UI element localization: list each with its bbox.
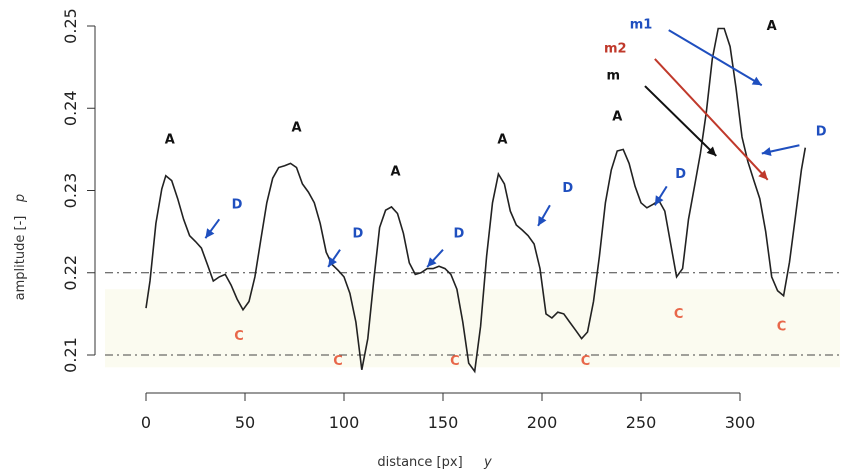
amplitude-series-line — [145, 27, 807, 374]
confidence-band — [105, 289, 840, 368]
annotation-label-A: A — [767, 19, 777, 34]
y-tick-label: 0.22 — [61, 255, 80, 291]
x-tick-label: 250 — [626, 413, 657, 432]
annotation-label-D: D — [232, 198, 243, 213]
x-tick-label: 50 — [235, 413, 255, 432]
annotation-label-C: C — [581, 354, 591, 369]
x-axis: 0 50 100 150 200 250 300 — [141, 392, 756, 432]
annotation-label-m2: m2 — [604, 41, 627, 56]
annotation-arrow — [204, 218, 221, 239]
y-axis-symbol: p — [13, 194, 28, 203]
annotation-label-A: A — [291, 120, 301, 135]
annotation-label-A: A — [497, 133, 507, 148]
annotation-arrow — [644, 85, 717, 157]
annotation-arrows — [204, 29, 800, 268]
x-tick-label: 300 — [725, 413, 756, 432]
annotation-arrow — [654, 58, 769, 181]
y-axis: 0.21 0.22 0.23 0.24 0.25 — [61, 8, 96, 373]
x-axis-symbol: y — [483, 455, 492, 470]
y-tick-label: 0.25 — [61, 8, 80, 44]
x-tick-label: 150 — [428, 413, 459, 432]
annotation-label-D: D — [352, 226, 363, 241]
annotation-arrow — [426, 249, 444, 268]
annotation-label-D: D — [675, 167, 686, 182]
annotation-label-A: A — [165, 133, 175, 148]
x-axis-title: distance [px] — [377, 455, 462, 470]
annotation-arrow — [761, 144, 800, 156]
annotation-label-C: C — [450, 354, 460, 369]
annotation-label-C: C — [234, 329, 244, 344]
x-tick-label: 100 — [329, 413, 360, 432]
y-tick-label: 0.23 — [61, 173, 80, 209]
annotation-label-C: C — [333, 354, 343, 369]
annotation-label-m: m — [607, 68, 621, 83]
x-tick-label: 200 — [527, 413, 558, 432]
annotation-arrow — [327, 249, 341, 268]
annotation-label-D: D — [816, 124, 827, 139]
annotation-arrow — [537, 204, 551, 227]
y-tick-label: 0.21 — [61, 337, 80, 373]
y-axis-title: amplitude [-] — [13, 216, 28, 301]
y-tick-label: 0.24 — [61, 90, 80, 126]
annotation-label-D: D — [562, 181, 573, 196]
annotation-label-A: A — [612, 110, 622, 125]
annotation-label-C: C — [674, 307, 684, 322]
annotation-label-A: A — [390, 165, 400, 180]
annotation-arrow — [668, 29, 763, 87]
annotation-label-m1: m1 — [630, 17, 653, 32]
annotation-label-D: D — [453, 226, 464, 241]
annotation-arrow — [654, 185, 668, 206]
x-tick-label: 0 — [141, 413, 151, 432]
annotation-label-C: C — [777, 319, 787, 334]
